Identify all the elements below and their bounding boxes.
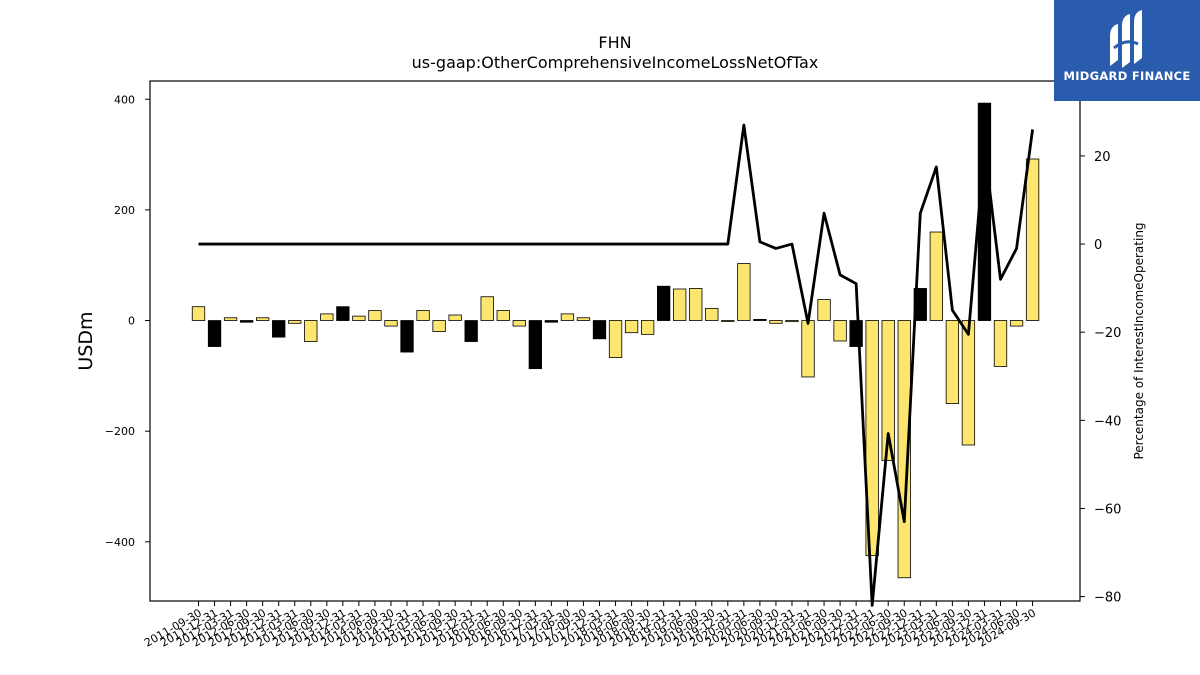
y2-axis: −80 −60 −40 −20 0 20 bbox=[1080, 150, 1121, 606]
bar-2018-09-30 bbox=[640, 320, 655, 335]
bar-2023-09-30 bbox=[961, 320, 976, 446]
bar-2016-03-31 bbox=[480, 296, 494, 321]
bar-2013-03-31 bbox=[288, 320, 302, 324]
bar-2017-06-30 bbox=[560, 313, 575, 321]
y2-tick-label: 0 bbox=[1094, 238, 1102, 253]
y-tick-label: −400 bbox=[105, 536, 135, 549]
bar-2020-09-30 bbox=[769, 320, 783, 324]
bar-2014-06-30 bbox=[368, 310, 382, 321]
bar-2019-03-31 bbox=[673, 288, 687, 321]
bar-2021-09-30 bbox=[833, 320, 847, 342]
bar-2017-03-31 bbox=[544, 320, 559, 323]
y-tick-label: −200 bbox=[105, 425, 135, 438]
y2-tick-label: −60 bbox=[1094, 502, 1121, 517]
bar-2012-12-31 bbox=[272, 320, 286, 338]
bar-2013-12-31 bbox=[336, 306, 350, 321]
y-tick-label: 200 bbox=[114, 204, 135, 217]
bar-2016-06-30 bbox=[496, 310, 510, 321]
chart-subtitle: us-gaap:OtherComprehensiveIncomeLossNetO… bbox=[412, 53, 819, 72]
y2-tick-label: 20 bbox=[1094, 150, 1111, 165]
y2-tick-label: −80 bbox=[1094, 591, 1121, 606]
y2-tick-label: −40 bbox=[1094, 414, 1121, 429]
bar-2013-09-30 bbox=[320, 313, 334, 321]
plot-frame bbox=[149, 80, 1081, 602]
midgard-logo-icon bbox=[1110, 10, 1142, 68]
midgard-finance-logo: MIDGARD FINANCE bbox=[1054, 0, 1200, 101]
bar-2014-12-31 bbox=[400, 320, 414, 353]
bar-2018-03-31 bbox=[608, 320, 623, 358]
bar-2016-09-30 bbox=[512, 320, 526, 327]
bar-2015-12-31 bbox=[464, 320, 478, 342]
y-axis: −400 −200 0 200 400 bbox=[105, 93, 150, 549]
bar-2015-09-30 bbox=[448, 314, 462, 321]
bar-2024-06-30 bbox=[1009, 320, 1024, 327]
bar-2014-03-31 bbox=[352, 315, 366, 321]
bar-series bbox=[191, 102, 1040, 579]
bar-2023-06-30 bbox=[945, 320, 960, 404]
bar-2017-12-31 bbox=[592, 320, 607, 340]
bar-2016-12-31 bbox=[528, 320, 542, 370]
chart-title: FHN bbox=[598, 33, 631, 52]
bar-2018-06-30 bbox=[624, 320, 639, 334]
bar-2015-03-31 bbox=[416, 310, 430, 321]
bar-2021-06-30 bbox=[817, 299, 831, 321]
bar-2024-03-31 bbox=[993, 320, 1008, 367]
bar-2012-09-30 bbox=[256, 317, 270, 321]
y2-tick-label: −20 bbox=[1094, 326, 1121, 341]
bar-2021-03-31 bbox=[801, 320, 815, 378]
bar-2014-09-30 bbox=[384, 320, 398, 327]
bar-2022-09-30 bbox=[897, 320, 911, 579]
bar-2019-06-30 bbox=[689, 288, 703, 321]
bar-2020-12-31 bbox=[785, 320, 799, 323]
bar-2011-12-31 bbox=[207, 320, 222, 347]
bar-2024-09-30 bbox=[1025, 158, 1040, 321]
bar-2022-03-31 bbox=[865, 320, 879, 557]
bar-2020-06-30 bbox=[753, 319, 767, 321]
bar-2017-09-30 bbox=[576, 317, 591, 321]
logo-text: MIDGARD FINANCE bbox=[1063, 69, 1191, 83]
bar-2011-09-30 bbox=[191, 306, 206, 321]
bar-2012-06-30 bbox=[239, 320, 254, 323]
bar-2013-06-30 bbox=[304, 320, 318, 342]
bar-2015-06-30 bbox=[432, 320, 446, 332]
y-axis-label: USDm bbox=[75, 311, 97, 370]
bar-2019-09-30 bbox=[705, 307, 719, 321]
bar-2018-12-31 bbox=[657, 285, 671, 321]
bar-2012-03-31 bbox=[223, 317, 238, 321]
y-tick-label: 400 bbox=[114, 93, 135, 106]
bar-2020-03-31 bbox=[737, 263, 751, 321]
line-path bbox=[198, 123, 1034, 607]
y-tick-label: 0 bbox=[128, 315, 135, 328]
bar-2023-03-31 bbox=[929, 231, 943, 321]
bar-2022-06-30 bbox=[881, 320, 895, 461]
y2-axis-label: Percentage of InterestIncomeOperating bbox=[1132, 222, 1146, 459]
bar-2021-12-31 bbox=[849, 320, 863, 347]
x-axis: 2011-09-302011-12-312012-03-312012-06-30… bbox=[142, 601, 1038, 650]
bar-2019-12-31 bbox=[721, 320, 735, 322]
line-series bbox=[198, 123, 1034, 607]
